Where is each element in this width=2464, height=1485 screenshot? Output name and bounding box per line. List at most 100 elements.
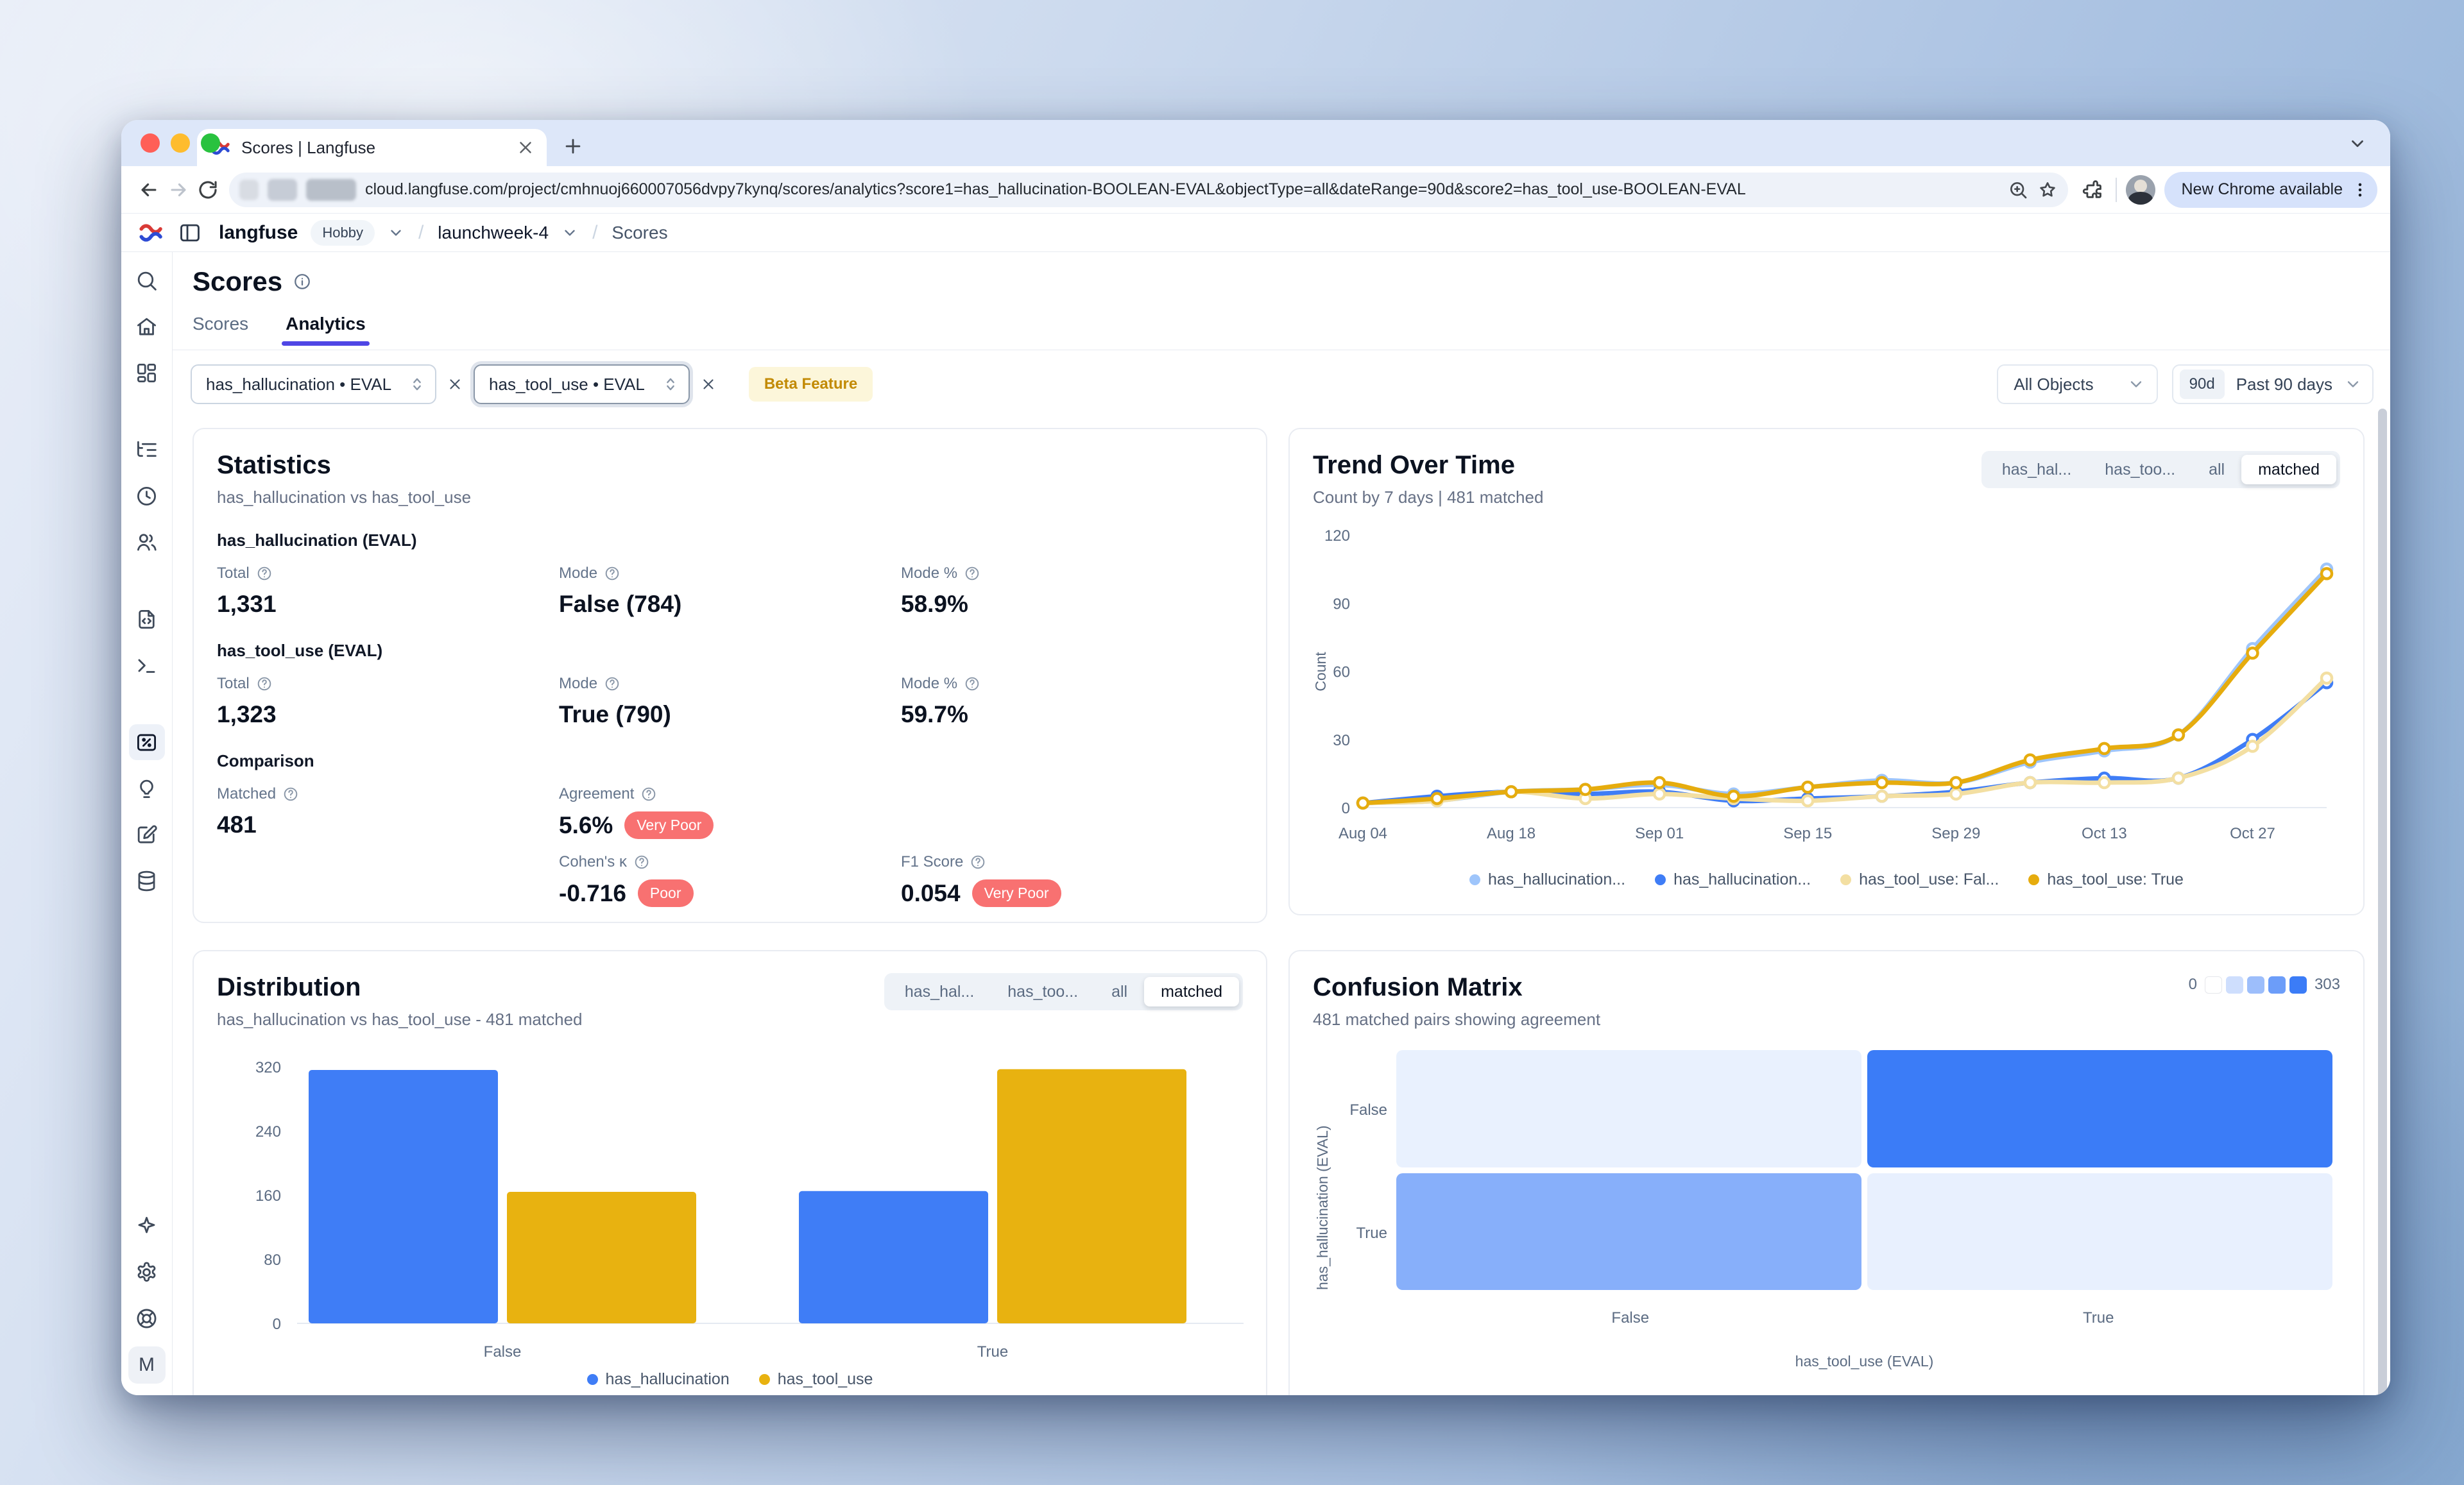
back-button[interactable] bbox=[134, 175, 164, 205]
project-switcher-chevron-icon[interactable] bbox=[561, 225, 578, 241]
svg-text:160: 160 bbox=[255, 1187, 281, 1205]
sidebar-item-tracing[interactable] bbox=[129, 432, 165, 468]
matrix-cell-True-True[interactable] bbox=[1867, 1173, 2332, 1290]
matrix-row-label: True bbox=[1356, 1225, 1387, 1242]
user-avatar[interactable]: M bbox=[128, 1346, 166, 1384]
sidebar-toggle-icon[interactable] bbox=[178, 221, 202, 245]
metric-total: Total 1,323 bbox=[217, 675, 559, 728]
sidebar-item-settings[interactable] bbox=[129, 1254, 165, 1290]
seg-option-has-too-[interactable]: has_too... bbox=[991, 977, 1095, 1006]
sidebar-item-annotation[interactable] bbox=[129, 817, 165, 853]
object-type-select[interactable]: All Objects bbox=[1997, 364, 2158, 404]
tab-analytics[interactable]: Analytics bbox=[282, 314, 370, 346]
breadcrumb-page[interactable]: Scores bbox=[612, 222, 668, 242]
sidebar-item-evals[interactable] bbox=[129, 770, 165, 806]
help-icon bbox=[642, 787, 656, 801]
tab-close-icon[interactable] bbox=[516, 138, 535, 157]
chrome-update-button[interactable]: New Chrome available bbox=[2164, 171, 2377, 208]
filter-bar: has_hallucination • EVAL has_tool_use • … bbox=[191, 364, 2374, 405]
score1-remove-button[interactable] bbox=[436, 366, 474, 403]
tab-scores[interactable]: Scores bbox=[193, 314, 249, 334]
svg-text:60: 60 bbox=[1333, 664, 1350, 681]
matrix-cell-False-False[interactable] bbox=[1396, 1050, 1861, 1167]
legend-item[interactable]: has_hallucination... bbox=[1469, 870, 1625, 889]
legend-item[interactable]: has_tool_use: True bbox=[2028, 870, 2184, 889]
svg-text:320: 320 bbox=[255, 1059, 281, 1076]
org-switcher-chevron-icon[interactable] bbox=[388, 225, 404, 241]
url-text[interactable]: cloud.langfuse.com/project/cmhnuoj660007… bbox=[365, 180, 1746, 198]
sidebar-item-scores[interactable] bbox=[128, 724, 165, 760]
home-icon bbox=[137, 318, 156, 335]
info-icon[interactable] bbox=[293, 272, 312, 291]
score1-select[interactable]: has_hallucination • EVAL bbox=[191, 364, 437, 404]
seg-option-all[interactable]: all bbox=[1095, 977, 1144, 1006]
svg-text:Aug 04: Aug 04 bbox=[1339, 825, 1387, 842]
sidebar-item-sessions[interactable] bbox=[129, 478, 165, 514]
seg-option-all[interactable]: all bbox=[2192, 455, 2241, 484]
breadcrumb-project[interactable]: launchweek-4 bbox=[438, 222, 549, 242]
trend-title: Trend Over Time bbox=[1313, 451, 1515, 479]
ask-ai-icon bbox=[138, 1216, 155, 1233]
chevrons-updown-icon bbox=[667, 378, 674, 391]
site-info-icon[interactable] bbox=[239, 179, 259, 200]
matrix-cell-True-False[interactable] bbox=[1396, 1173, 1861, 1290]
extensions-icon[interactable] bbox=[2077, 175, 2107, 205]
sidebar-item-dashboards[interactable] bbox=[129, 355, 165, 391]
reload-button[interactable] bbox=[193, 175, 223, 205]
trend-line-chart[interactable]: 0 30 60 90 120 Count Aug 04 Aug 18 Sep 01 Sep 15 S… bbox=[1313, 519, 2343, 865]
sidebar-item-home[interactable] bbox=[129, 309, 165, 344]
distribution-view-toggle: has_hal... has_too... all matched bbox=[884, 973, 1243, 1010]
seg-option-has-hal-[interactable]: has_hal... bbox=[888, 977, 991, 1006]
zoom-window-button[interactable] bbox=[201, 133, 220, 153]
page-scrollbar[interactable] bbox=[2378, 409, 2387, 1395]
sidebar-item-support[interactable] bbox=[129, 1300, 165, 1336]
sidebar-item-ask-ai[interactable] bbox=[129, 1208, 165, 1244]
score2-select[interactable]: has_tool_use • EVAL bbox=[474, 364, 690, 404]
chevrons-updown-icon bbox=[413, 378, 421, 391]
forward-button[interactable] bbox=[164, 175, 193, 205]
legend-item[interactable]: has_tool_use: Fal... bbox=[1840, 870, 1999, 889]
legend-item[interactable]: has_tool_use bbox=[758, 1370, 873, 1389]
scale-max: 303 bbox=[2314, 976, 2340, 993]
close-window-button[interactable] bbox=[141, 133, 160, 153]
stats-section-heading: has_hallucination (EVAL) bbox=[217, 530, 417, 550]
new-tab-button[interactable] bbox=[562, 135, 584, 157]
browser-tab[interactable]: Scores | Langfuse bbox=[197, 129, 547, 166]
seg-option-has-too-[interactable]: has_too... bbox=[2088, 455, 2192, 484]
legend-item[interactable]: has_hallucination... bbox=[1655, 870, 1811, 889]
statistics-subtitle: has_hallucination vs has_tool_use bbox=[217, 488, 472, 507]
matrix-row-label: False bbox=[1349, 1101, 1387, 1119]
plan-badge: Hobby bbox=[311, 219, 375, 246]
zoom-page-icon[interactable] bbox=[2008, 180, 2028, 200]
bookmark-star-icon[interactable] bbox=[2037, 180, 2058, 200]
help-icon bbox=[257, 677, 271, 691]
browser-menu-icon[interactable] bbox=[2350, 180, 2370, 199]
svg-text:True: True bbox=[977, 1343, 1008, 1361]
breadcrumb-org[interactable]: langfuse bbox=[219, 221, 298, 243]
date-range-select[interactable]: 90d Past 90 days bbox=[2171, 364, 2374, 404]
sidebar-item-search[interactable] bbox=[129, 262, 165, 298]
sidebar-item-users[interactable] bbox=[129, 524, 165, 560]
matrix-cell-False-True[interactable] bbox=[1867, 1050, 2332, 1167]
sidebar-item-playground[interactable] bbox=[129, 647, 165, 683]
trend-legend: has_hallucination... has_hallucination...… bbox=[1313, 870, 2340, 889]
svg-text:Sep 01: Sep 01 bbox=[1635, 825, 1684, 842]
confusion-matrix[interactable]: has_hallucination (EVAL) False True False… bbox=[1313, 1050, 2340, 1395]
legend-item[interactable]: has_hallucination bbox=[586, 1370, 730, 1389]
seg-option-matched[interactable]: matched bbox=[1144, 977, 1239, 1006]
distribution-bar-chart[interactable]: 0 80 160 240 320 False True bbox=[217, 1041, 1245, 1365]
metric-mode: Mode False (784) bbox=[559, 564, 901, 618]
confusion-subtitle: 481 matched pairs showing agreement bbox=[1313, 1010, 1601, 1029]
score2-remove-button[interactable] bbox=[690, 366, 727, 403]
help-icon bbox=[971, 855, 985, 869]
sidebar-item-datasets[interactable] bbox=[129, 863, 165, 899]
distribution-legend: has_hallucination has_tool_use bbox=[217, 1370, 1243, 1389]
seg-option-has-hal-[interactable]: has_hal... bbox=[1985, 455, 2088, 484]
sidebar-item-prompts[interactable] bbox=[129, 601, 165, 637]
minimize-window-button[interactable] bbox=[171, 133, 190, 153]
url-bar[interactable]: cloud.langfuse.com/project/cmhnuoj660007… bbox=[229, 172, 2069, 207]
metric-label: Cohen's κ bbox=[559, 853, 627, 870]
tab-search-icon[interactable] bbox=[2348, 134, 2367, 153]
profile-avatar[interactable] bbox=[2126, 174, 2156, 205]
seg-option-matched[interactable]: matched bbox=[2241, 455, 2336, 484]
